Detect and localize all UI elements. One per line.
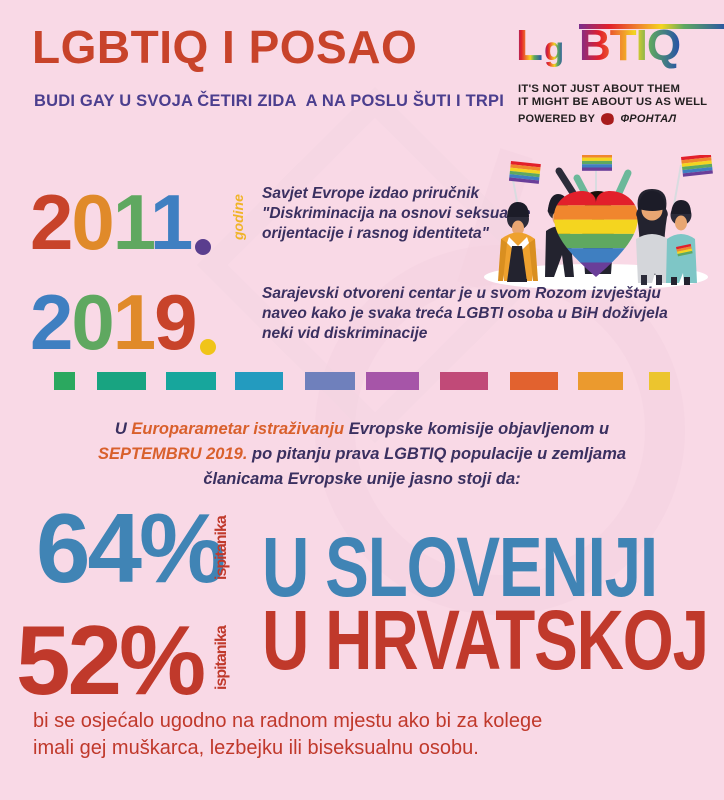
svg-text:L: L	[516, 21, 542, 70]
svg-text:g: g	[544, 30, 563, 67]
